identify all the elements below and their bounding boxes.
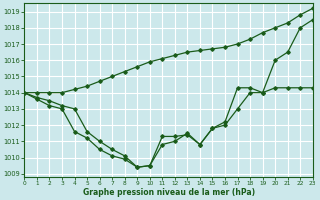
X-axis label: Graphe pression niveau de la mer (hPa): Graphe pression niveau de la mer (hPa) bbox=[83, 188, 255, 197]
